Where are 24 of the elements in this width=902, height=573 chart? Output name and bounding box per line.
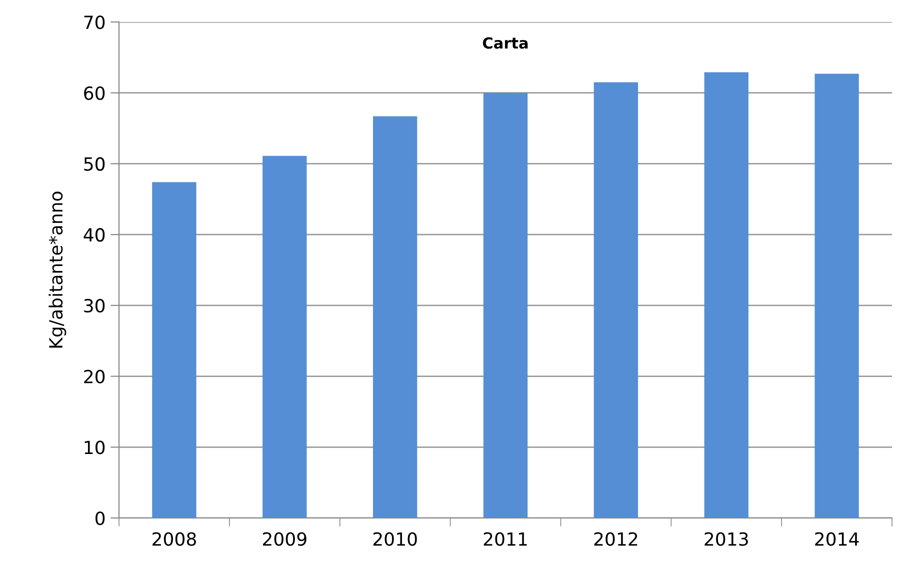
y-axis-title: Kg/abitante*anno xyxy=(48,192,66,348)
y-tick-label: 60 xyxy=(84,86,105,100)
bar xyxy=(152,182,196,518)
y-tick-label: 40 xyxy=(84,228,105,242)
x-tick-label: 2012 xyxy=(594,532,638,546)
text: Carta xyxy=(482,37,528,49)
y-tick-label: 20 xyxy=(84,370,105,384)
y-tick-label: 70 xyxy=(84,15,105,30)
bar xyxy=(594,82,638,518)
x-tick-label: 2010 xyxy=(373,532,417,546)
bar xyxy=(704,72,748,518)
bar xyxy=(262,156,307,518)
y-tick-label: 10 xyxy=(84,440,105,454)
x-tick-label: 2013 xyxy=(704,532,748,546)
y-tick-label: 30 xyxy=(84,298,105,313)
bar xyxy=(483,92,528,518)
y-tick-label: 50 xyxy=(84,157,105,171)
x-tick-label: 2009 xyxy=(262,532,306,546)
x-tick-label: 2014 xyxy=(815,532,859,546)
bar xyxy=(814,74,859,518)
y-tick-label: 0 xyxy=(96,511,105,526)
x-tick-label: 2011 xyxy=(484,532,527,546)
x-tick-label: 2008 xyxy=(152,532,196,546)
bar xyxy=(372,116,418,518)
